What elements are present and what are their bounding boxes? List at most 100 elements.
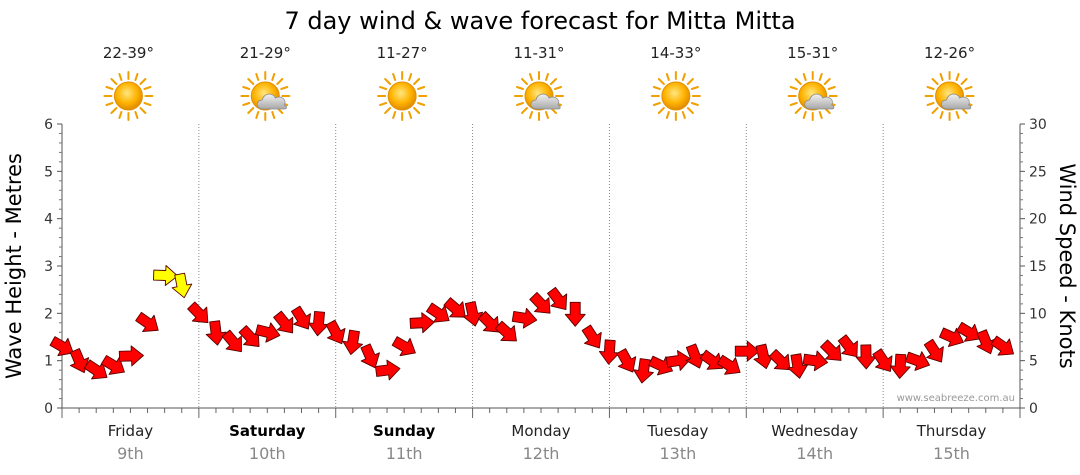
wind-arrow-shape (100, 354, 125, 375)
day-temperature: 11-27° (377, 44, 428, 62)
wind-arrow (462, 301, 484, 327)
wind-arrow-shape (135, 311, 159, 333)
wind-arrow-shape (171, 272, 193, 299)
day-name-label: Monday (511, 422, 570, 440)
wind-arrow (787, 353, 809, 379)
wind-arrow (221, 329, 242, 353)
wind-arrow (443, 297, 466, 318)
wind-arrow-shape (939, 327, 964, 347)
wind-arrow-shape (734, 340, 760, 362)
wind-arrow (699, 349, 724, 370)
wind-arrow-shape (409, 312, 435, 334)
day-date-label: 13th (659, 444, 696, 463)
left-axis-tick-label: 6 (44, 117, 53, 133)
wind-arrow-shape (904, 351, 931, 371)
right-axis-tick-label: 5 (1029, 354, 1038, 370)
wind-arrow-shape (308, 310, 329, 337)
sunny-icon (103, 71, 154, 121)
wind-arrow (889, 353, 911, 379)
wind-arrow (976, 329, 996, 355)
wind-arrow (547, 286, 568, 310)
wind-arrow (837, 334, 858, 358)
wind-speed-series (49, 265, 1014, 384)
wind-arrow-shape (49, 336, 74, 357)
day-name-label: Friday (108, 422, 154, 440)
wind-arrow (904, 351, 931, 371)
day-grid-lines (61, 124, 1021, 418)
day-date-label: 9th (117, 444, 144, 463)
day-name-label: Tuesday (646, 422, 708, 440)
wind-arrow (494, 320, 517, 342)
wind-arrow-shape (511, 307, 538, 329)
left-axis-tick-label: 1 (44, 354, 53, 370)
wind-arrow-shape (990, 335, 1014, 356)
left-axis-tick-label: 0 (44, 401, 53, 417)
left-axis-tick-label: 5 (44, 164, 53, 180)
partly-cloudy-icon (241, 72, 289, 120)
wind-arrow (135, 311, 159, 333)
wind-arrow-shape (547, 286, 568, 310)
right-axis-title: Wind Speed - Knots (1055, 163, 1079, 368)
wind-arrow-shape (529, 292, 551, 314)
partly-cloudy-icon (926, 72, 974, 120)
wind-arrow-shape (616, 348, 637, 373)
left-axis-title: Wave Height - Metres (2, 153, 26, 379)
wind-arrow-shape (118, 345, 144, 367)
wind-arrow-shape (633, 358, 654, 384)
day-temperature: 11-31° (513, 44, 564, 62)
wind-arrow-shape (325, 319, 346, 345)
wind-arrow-shape (665, 350, 692, 371)
right-axis-tick-label: 25 (1029, 164, 1047, 180)
wind-arrow (820, 339, 842, 361)
wind-arrow-shape (360, 343, 380, 369)
partly-cloudy-icon (789, 72, 837, 120)
wind-arrow-shape (768, 348, 791, 371)
wind-arrow (171, 272, 193, 299)
wind-arrow-shape (802, 350, 829, 372)
wind-arrow (802, 350, 829, 372)
wind-arrow (325, 319, 346, 345)
wind-arrow (187, 301, 209, 324)
wind-arrow (254, 322, 281, 343)
chart-title: 7 day wind & wave forecast for Mitta Mit… (284, 7, 795, 35)
wind-arrow (205, 320, 227, 346)
wind-arrow (872, 348, 893, 372)
wind-arrow-shape (83, 359, 108, 380)
wind-arrow-shape (221, 329, 242, 353)
wind-arrow-shape (716, 354, 741, 375)
left-axis-tick-label: 3 (44, 259, 53, 275)
wind-arrow (308, 310, 329, 337)
wind-arrow (360, 343, 380, 369)
right-axis-tick-label: 20 (1029, 212, 1047, 228)
wind-arrow (69, 348, 90, 374)
wind-arrow (83, 359, 108, 380)
wind-arrow-shape (837, 334, 858, 358)
wind-arrow-shape (375, 359, 401, 381)
wind-arrow-shape (391, 336, 416, 357)
wind-arrow (923, 338, 944, 363)
day-name-label: Saturday (229, 422, 306, 440)
day-temperature: 12-26° (924, 44, 975, 62)
right-axis-tick-label: 15 (1029, 259, 1047, 275)
wind-arrow (564, 301, 586, 327)
wind-arrow-shape (425, 302, 450, 323)
wind-arrow-shape (564, 301, 586, 327)
wind-arrow-shape (699, 349, 724, 370)
right-axis-tick-label: 10 (1029, 306, 1047, 322)
wind-arrow (511, 307, 538, 329)
wind-arrow (753, 343, 774, 370)
wind-arrow (598, 339, 620, 365)
wind-arrow (342, 329, 363, 356)
wind-arrow-shape (889, 353, 911, 379)
wind-arrow-shape (254, 322, 281, 343)
right-axis-tick-label: 30 (1029, 117, 1047, 133)
sunny-icon (377, 71, 428, 121)
day-name-label: Wednesday (771, 422, 858, 440)
day-temperature: 22-39° (103, 44, 154, 62)
day-date-label: 14th (796, 444, 833, 463)
wind-arrow (855, 344, 877, 370)
wind-arrow (529, 292, 551, 314)
wind-arrow (153, 265, 179, 286)
wind-arrow (768, 348, 791, 371)
wind-arrow-shape (69, 348, 90, 374)
